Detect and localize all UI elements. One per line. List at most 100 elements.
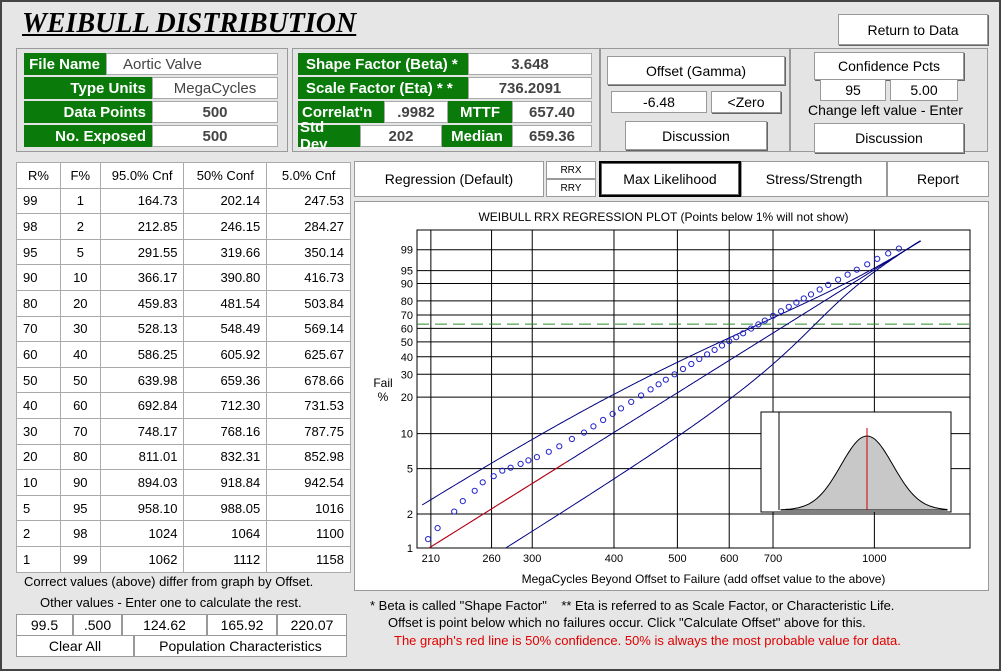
chart-title: WEIBULL RRX REGRESSION PLOT (Points belo… [478, 210, 848, 224]
data-point [885, 250, 892, 257]
tab-regression[interactable]: Regression (Default) [354, 161, 544, 197]
std-dev-value: 202 [360, 125, 442, 147]
data-point [499, 467, 506, 474]
table-cell: 832.31 [183, 443, 268, 471]
confidence-left-input[interactable]: 95 [820, 79, 886, 101]
calc-input[interactable]: 165.92 [207, 614, 277, 636]
table-cell: 50 [59, 366, 101, 394]
table-cell: 212.85 [99, 213, 185, 240]
table-cell: 1100 [266, 520, 351, 547]
zero-offset-button[interactable]: <Zero [711, 91, 781, 113]
y-axis-label: Fail [373, 376, 392, 390]
data-point [471, 487, 478, 494]
data-point [425, 536, 432, 543]
table-cell: 80 [59, 443, 101, 471]
median-label: Median [442, 125, 512, 147]
rrx-toggle[interactable]: RRX [546, 161, 596, 179]
table-row: 40 60 692.84 712.30 731.53 [16, 392, 351, 419]
table-cell: 731.53 [266, 392, 351, 419]
calc-input[interactable]: 99.5 [16, 614, 73, 636]
weibull-plot: WEIBULL RRX REGRESSION PLOT (Points belo… [373, 210, 971, 586]
y-tick-label: 90 [401, 278, 413, 290]
correlation-value: .9982 [384, 101, 448, 123]
confidence-pcts-button[interactable]: Confidence Pcts [814, 52, 964, 80]
data-point [590, 423, 597, 430]
table-cell: 60 [16, 341, 61, 368]
table-cell: 366.17 [99, 264, 185, 291]
table-row: 30 70 748.17 768.16 787.75 [16, 417, 351, 445]
upper-confidence-line [421, 240, 922, 506]
data-point [647, 386, 654, 393]
table-cell: 40 [59, 341, 101, 368]
return-to-data-button[interactable]: Return to Data [838, 14, 988, 45]
table-cell: 548.49 [183, 315, 268, 343]
table-cell: 1062 [99, 545, 185, 573]
calc-note: Other values - Enter one to calculate th… [40, 595, 302, 610]
table-cell: 852.98 [266, 443, 351, 471]
inset-normal-curve [780, 435, 948, 511]
data-point [617, 405, 625, 412]
y-tick-label: 80 [401, 296, 413, 308]
table-cell: 246.15 [183, 213, 268, 240]
table-cell: 481.54 [183, 289, 268, 317]
tab-max-likelihood[interactable]: Max Likelihood [599, 161, 741, 197]
data-point [816, 286, 823, 293]
calc-input[interactable]: .500 [73, 614, 122, 636]
table-cell: 202.14 [183, 187, 268, 215]
data-point [835, 276, 842, 283]
data-point [704, 351, 711, 358]
data-point [769, 312, 777, 319]
confidence-right-input[interactable]: 5.00 [890, 79, 958, 101]
table-row: 98 2 212.85 246.15 284.27 [16, 213, 351, 240]
offset-value-input[interactable]: -6.48 [611, 91, 707, 113]
table-cell: 678.66 [266, 366, 351, 394]
table-cell: 639.98 [99, 366, 185, 394]
table-cell: 894.03 [99, 469, 185, 496]
page-title: WEIBULL DISTRIBUTION [22, 8, 357, 39]
calc-input[interactable]: 220.07 [277, 614, 347, 636]
data-point [451, 508, 458, 515]
confidence-discussion-button[interactable]: Discussion [814, 123, 964, 153]
calc-input[interactable]: 124.62 [122, 614, 207, 636]
table-cell: 5 [16, 494, 61, 522]
data-point [434, 525, 441, 532]
table-cell: 586.25 [99, 341, 185, 368]
table-row: 5 95 958.10 988.05 1016 [16, 494, 351, 522]
table-cell: 416.73 [266, 264, 351, 291]
x-tick-label: 500 [668, 553, 686, 565]
rry-toggle[interactable]: RRY [546, 179, 596, 197]
type-units-label: Type Units [24, 77, 152, 99]
data-point [679, 365, 687, 373]
offset-definition-note: Offset is point below which no failures … [388, 615, 866, 630]
header-50-conf: 50% Conf [183, 162, 268, 189]
table-row: 80 20 459.83 481.54 503.84 [16, 289, 351, 317]
y-axis-unit: % [378, 390, 389, 404]
offset-gamma-button[interactable]: Offset (Gamma) [607, 56, 785, 85]
table-cell: 40 [16, 392, 61, 419]
data-point [533, 454, 540, 461]
table-cell: 95 [16, 238, 61, 266]
table-cell: 659.36 [183, 366, 268, 394]
table-cell: 291.55 [99, 238, 185, 266]
offset-discussion-button[interactable]: Discussion [625, 121, 767, 150]
table-cell: 50 [16, 366, 61, 394]
tab-stress-strength[interactable]: Stress/Strength [741, 161, 887, 197]
clear-all-button[interactable]: Clear All [16, 635, 134, 657]
weibull-plot-panel: WEIBULL RRX REGRESSION PLOT (Points belo… [354, 201, 989, 591]
confidence-hint: Change left value - Enter [808, 102, 963, 118]
table-cell: 319.66 [183, 238, 268, 266]
population-characteristics-button[interactable]: Population Characteristics [134, 635, 347, 657]
table-row: 90 10 366.17 390.80 416.73 [16, 264, 351, 291]
data-point [853, 266, 860, 273]
table-cell: 459.83 [99, 289, 185, 317]
y-tick-label: 5 [407, 464, 413, 476]
fit-line [428, 240, 921, 549]
data-point [761, 317, 768, 324]
tab-report[interactable]: Report [887, 161, 989, 197]
table-row: 2 98 1024 1064 1100 [16, 520, 351, 547]
y-tick-label: 95 [401, 266, 413, 278]
y-tick-label: 50 [401, 337, 413, 349]
data-point [628, 398, 635, 405]
data-point [580, 429, 588, 436]
table-cell: 350.14 [266, 238, 351, 266]
